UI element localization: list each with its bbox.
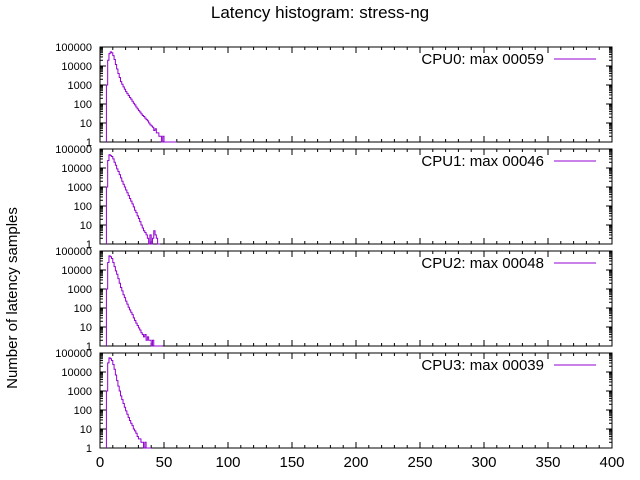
y-tick-label: 100000 [55,348,92,360]
y-axis-label: Number of latency samples [4,207,21,389]
cpu-panel: 1 10 100 1000 10000 100000 CPU0: max 00059 [55,42,613,149]
legend-label: CPU0: max 00059 [421,51,544,68]
y-tick-label: 10000 [61,163,92,175]
y-tick-label: 10000 [61,61,92,73]
y-tick-label: 10 [80,322,92,334]
y-tick-label: 1 [86,137,92,149]
x-tick-label: 350 [535,454,560,471]
y-tick-label: 10000 [61,265,92,277]
y-tick-label: 100 [74,99,92,111]
legend-label: CPU2: max 00048 [421,255,544,272]
y-tick-label: 10 [80,424,92,436]
y-tick-label: 10 [80,220,92,232]
y-tick-label: 100000 [55,246,92,258]
y-tick-label: 1000 [68,386,92,398]
x-tick-label: 100 [215,454,240,471]
x-tick-label: 150 [279,454,304,471]
series-line [105,51,177,143]
x-tick-label: 300 [471,454,496,471]
x-tick-label: 400 [599,454,624,471]
y-tick-label: 10 [80,118,92,130]
y-tick-label: 100 [74,405,92,417]
chart-title: Latency histogram: stress-ng [211,3,429,22]
y-tick-label: 100000 [55,42,92,54]
y-tick-label: 1000 [68,284,92,296]
cpu-panel: 1 10 100 1000 10000 100000 CPU3: max 00039 [55,348,613,455]
y-tick-label: 1000 [68,80,92,92]
legend-label: CPU1: max 00046 [421,153,544,170]
y-tick-label: 100 [74,201,92,213]
y-tick-label: 1000 [68,182,92,194]
y-tick-label: 100 [74,303,92,315]
cpu-panel: 1 10 100 1000 10000 100000 CPU2: max 00048 [55,246,613,353]
y-tick-label: 100000 [55,144,92,156]
x-tick-label: 50 [156,454,173,471]
y-tick-label: 1 [86,443,92,455]
series-line [105,357,152,449]
cpu-panel: 1 10 100 1000 10000 100000 CPU1: max 00046 [55,144,613,251]
x-tick-label: 0 [96,454,104,471]
x-tick-label: 250 [407,454,432,471]
x-tick-label: 200 [343,454,368,471]
y-tick-label: 1 [86,239,92,251]
series-line [105,255,163,347]
y-tick-label: 10000 [61,367,92,379]
legend-label: CPU3: max 00039 [421,357,544,374]
series-line [105,154,161,245]
y-tick-label: 1 [86,341,92,353]
